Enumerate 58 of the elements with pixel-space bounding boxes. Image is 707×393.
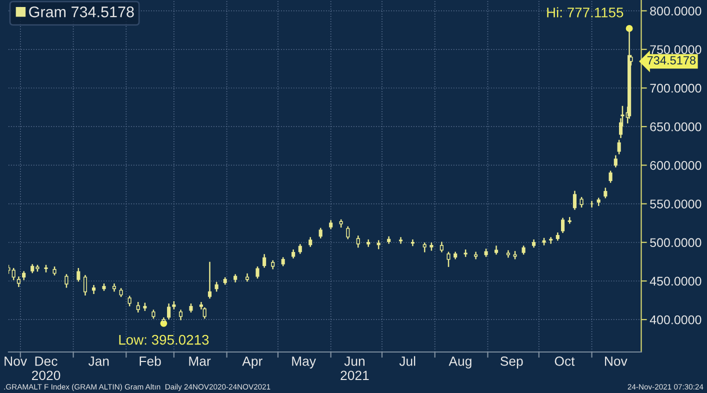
x-tick-label: Nov	[605, 356, 628, 366]
candlestick	[136, 302, 140, 312]
y-tick-label: 500.0000	[650, 238, 702, 248]
candlestick	[256, 266, 260, 279]
candlestick	[617, 140, 621, 154]
x-tick-label: Jul	[399, 356, 416, 366]
x-tick-label: May	[292, 356, 316, 368]
x-tick-label: Jan	[88, 356, 109, 366]
x-tick-label: Jun 2021	[340, 356, 369, 380]
candlestick	[346, 226, 350, 240]
candlestick	[83, 274, 88, 296]
candlestick	[410, 239, 414, 246]
y-tick-label: 450.0000	[650, 276, 702, 286]
y-tick-label: 800.0000	[650, 6, 702, 16]
candlestick	[446, 252, 450, 267]
x-tick-label: Feb	[140, 356, 161, 366]
candlestick	[506, 250, 510, 258]
candlestick	[12, 268, 16, 280]
candlestick	[178, 310, 183, 320]
candlestick	[474, 252, 478, 260]
candlestick	[422, 242, 426, 252]
y-tick-label: 650.0000	[650, 122, 702, 132]
x-tick-label: Dec 2020	[32, 356, 60, 380]
candlestick	[262, 254, 266, 268]
candlestick	[92, 284, 96, 294]
legend-label: Gram 734.5178	[29, 6, 134, 18]
candlestick	[208, 262, 212, 299]
candlestick	[608, 170, 612, 183]
candlestick	[366, 239, 370, 247]
candlestick	[580, 196, 584, 208]
candlestick	[561, 218, 565, 233]
candlestick	[16, 276, 20, 288]
x-tick-label: Aug	[448, 356, 472, 368]
candlestick	[604, 188, 608, 198]
annotation: 734.5178	[647, 56, 696, 65]
y-tick-label: 700.0000	[650, 84, 702, 93]
candlestick	[614, 155, 618, 168]
x-tick-label: Apr	[242, 356, 262, 368]
candlestick	[167, 304, 171, 320]
y-tick-label: 550.0000	[650, 200, 702, 208]
y-tick-label: 400.0000	[650, 315, 702, 324]
candlestick	[572, 190, 577, 210]
x-tick-label: Nov	[4, 356, 27, 366]
y-tick-label: 750.0000	[650, 45, 702, 54]
y-tick-label: 600.0000	[650, 160, 702, 170]
candlestick	[549, 237, 553, 244]
x-tick-label: Mar	[189, 356, 211, 366]
candlestick	[318, 228, 322, 238]
candlestick	[64, 274, 68, 288]
candlestick	[128, 296, 132, 306]
candlestick	[440, 242, 444, 252]
candlestick	[356, 236, 360, 248]
candlestick	[398, 237, 403, 244]
annotation: Low: 395.0213	[119, 334, 209, 345]
x-tick-label: Sep	[500, 356, 523, 368]
x-tick-label: Oct	[554, 356, 575, 366]
candlestick	[76, 268, 80, 282]
annotation: Hi: 777.1155	[547, 7, 624, 18]
